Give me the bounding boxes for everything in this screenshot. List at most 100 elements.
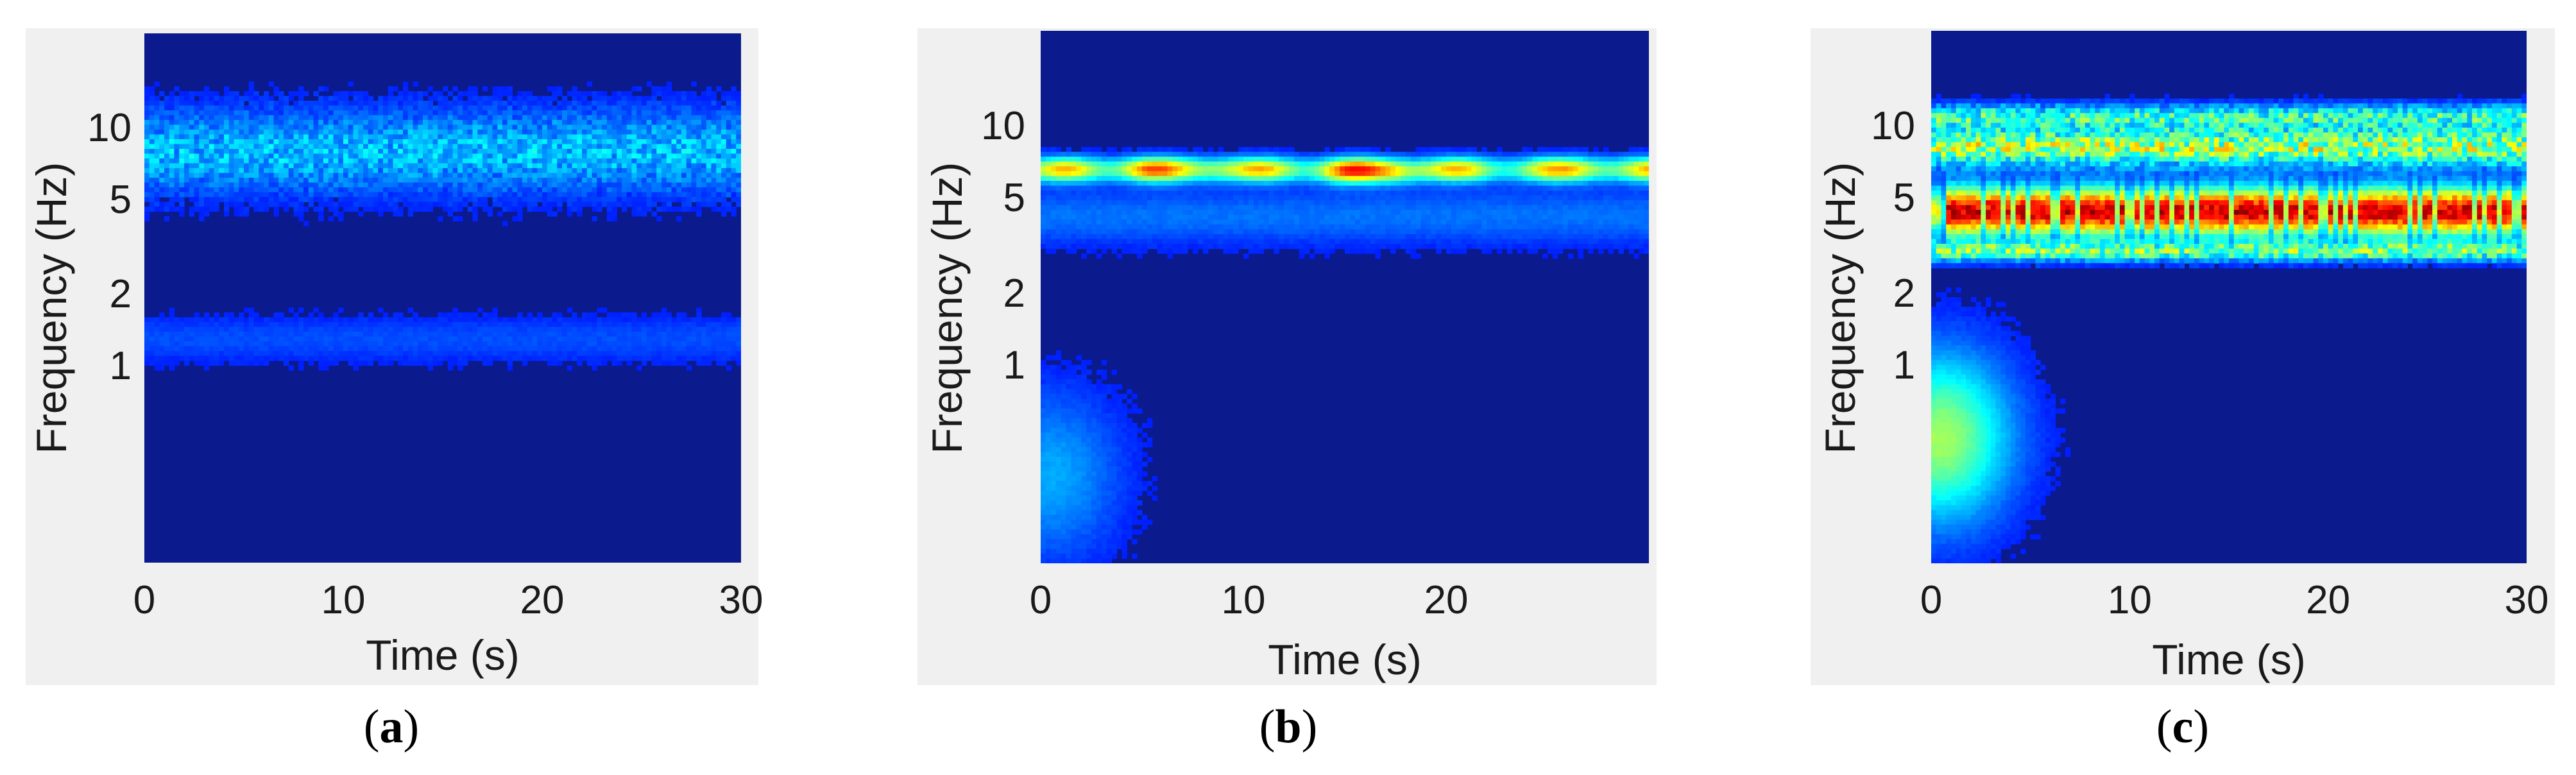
spectrogram-cell	[418, 105, 423, 111]
spectrogram-cell	[214, 327, 219, 332]
spectrogram-cell	[507, 130, 513, 135]
spectrogram-cell	[278, 149, 284, 155]
spectrogram-cell	[651, 336, 657, 342]
spectrogram-cell	[184, 110, 190, 116]
spectrogram-cell	[676, 168, 682, 174]
spectrogram-cell	[1041, 157, 1046, 162]
spectrogram-cell	[666, 346, 672, 352]
spectrogram-cell	[253, 163, 259, 169]
spectrogram-cell	[1233, 161, 1239, 167]
spectrogram-cell	[467, 351, 473, 357]
spectrogram-cell	[288, 144, 294, 149]
spectrogram-cell	[642, 336, 647, 342]
spectrogram-cell	[228, 173, 235, 178]
spectrogram-cell	[224, 192, 230, 198]
spectrogram-cell	[284, 192, 289, 198]
spectrogram-cell	[487, 115, 493, 121]
spectrogram-cell	[418, 201, 423, 207]
spectrogram-cell	[686, 168, 692, 174]
spectrogram-cell	[1223, 157, 1229, 162]
spectrogram-cell	[189, 346, 195, 352]
spectrogram-cell	[194, 192, 200, 198]
spectrogram-cell	[721, 187, 727, 193]
spectrogram-cell	[164, 115, 170, 121]
spectrogram-cell	[661, 149, 667, 155]
spectrogram-cell	[552, 115, 558, 121]
spectrogram-cell	[582, 351, 588, 357]
spectrogram-cell	[373, 144, 379, 149]
spectrogram-cell	[318, 158, 324, 164]
spectrogram-cell	[557, 332, 563, 337]
spectrogram-cell	[388, 351, 394, 357]
spectrogram-cell	[1207, 171, 1214, 176]
spectrogram-cell	[398, 124, 404, 130]
spectrogram-cell	[1583, 161, 1589, 167]
spectrogram-cell	[661, 134, 667, 140]
spectrogram-cell	[1223, 166, 1229, 172]
spectrogram-cell	[144, 163, 150, 169]
spectrogram-cell	[477, 336, 483, 342]
spectrogram-cell	[1147, 171, 1153, 176]
spectrogram-cell	[532, 207, 538, 212]
spectrogram-cell	[671, 197, 677, 203]
spectrogram-cell	[284, 336, 289, 342]
spectrogram-cell	[378, 163, 384, 169]
spectrogram-cell	[244, 211, 250, 217]
spectrogram-cell	[264, 139, 269, 145]
spectrogram-cell	[1324, 166, 1330, 172]
spectrogram-cell	[452, 163, 458, 169]
spectrogram-cell	[606, 115, 613, 121]
spectrogram-cell	[1588, 166, 1594, 172]
spectrogram-cell	[1512, 161, 1518, 167]
spectrogram-cell	[666, 361, 672, 366]
spectrogram-cell	[154, 96, 160, 101]
spectrogram-cell	[343, 332, 349, 337]
spectrogram-cell	[592, 153, 597, 159]
spectrogram-cell	[611, 317, 617, 323]
spectrogram-cell	[194, 187, 200, 193]
spectrogram-cell	[452, 130, 458, 135]
spectrogram-cell	[273, 211, 279, 217]
spectrogram-cell	[537, 144, 543, 149]
spectrogram-cell	[1207, 161, 1214, 167]
spectrogram-cell	[711, 144, 717, 149]
spectrogram-cell	[586, 182, 593, 188]
spectrogram-cell	[1613, 166, 1619, 172]
spectrogram-cell	[303, 163, 309, 169]
spectrogram-cell	[1055, 176, 1062, 182]
spectrogram-cell	[169, 105, 175, 111]
spectrogram-cell	[288, 355, 294, 361]
spectrogram-cell	[522, 197, 528, 203]
spectrogram-cell	[552, 139, 558, 145]
spectrogram-cell	[298, 346, 304, 352]
spectrogram-cell	[482, 355, 488, 361]
spectrogram-cell	[353, 120, 359, 126]
spectrogram-cell	[1091, 171, 1097, 176]
spectrogram-cell	[492, 173, 498, 178]
spectrogram-cell	[293, 317, 299, 323]
spectrogram-cell	[219, 317, 225, 323]
spectrogram-cell	[651, 312, 657, 318]
spectrogram-cell	[234, 168, 239, 174]
spectrogram-cell	[179, 327, 185, 332]
spectrogram-cell	[184, 173, 190, 178]
spectrogram-cell	[1066, 176, 1071, 182]
spectrogram-cell	[318, 365, 324, 371]
spectrogram-cell	[646, 322, 653, 328]
spectrogram-cell	[333, 207, 339, 212]
spectrogram-cell	[1385, 171, 1391, 176]
spectrogram-cell	[313, 149, 319, 155]
spectrogram-cell	[532, 173, 538, 178]
spectrogram-cell	[1162, 171, 1168, 176]
spectrogram-cell	[343, 96, 349, 101]
spectrogram-cell	[184, 192, 190, 198]
spectrogram-cell	[626, 139, 633, 145]
spectrogram-cell	[388, 355, 394, 361]
spectrogram-cell	[507, 192, 513, 198]
spectrogram-cell	[577, 124, 583, 130]
spectrogram-cell	[343, 207, 349, 212]
spectrogram-cell	[184, 187, 190, 193]
spectrogram-cell	[214, 178, 219, 183]
spectrogram-cell	[1279, 171, 1284, 176]
spectrogram-cell	[572, 327, 577, 332]
